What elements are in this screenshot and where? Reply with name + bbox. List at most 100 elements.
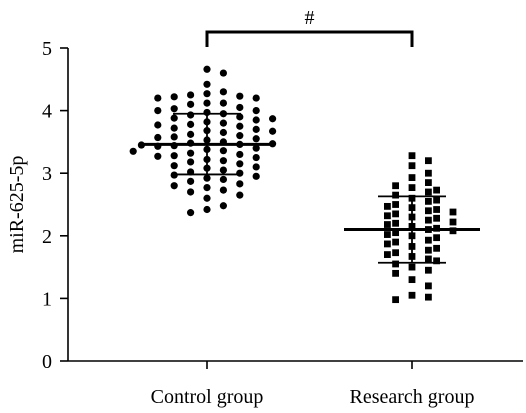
control-data-point bbox=[154, 107, 162, 115]
control-data-point bbox=[203, 205, 211, 214]
control-data-point bbox=[236, 113, 244, 121]
research-data-point bbox=[384, 251, 391, 258]
control-data-point bbox=[187, 111, 195, 119]
control-data-point bbox=[269, 115, 277, 123]
research-data-point bbox=[425, 266, 432, 274]
control-data-point bbox=[252, 94, 260, 102]
control-data-point bbox=[219, 175, 227, 184]
control-data-point bbox=[219, 166, 227, 174]
control-data-point bbox=[236, 169, 244, 177]
research-data-point bbox=[425, 293, 432, 301]
control-data-point bbox=[203, 194, 211, 202]
control-data-point bbox=[236, 160, 244, 168]
control-data-point bbox=[203, 80, 211, 88]
research-data-point bbox=[425, 282, 432, 290]
control-data-point bbox=[154, 121, 162, 129]
research-data-point bbox=[425, 157, 432, 165]
research-data-point bbox=[392, 210, 399, 218]
y-tick-label: 0 bbox=[42, 351, 52, 373]
data-marks bbox=[129, 65, 457, 304]
x-category-label: Control group bbox=[151, 386, 264, 408]
research-data-point bbox=[384, 202, 391, 210]
research-data-point bbox=[433, 234, 440, 242]
control-data-point bbox=[252, 144, 260, 152]
research-data-point bbox=[425, 236, 432, 244]
control-data-point bbox=[187, 177, 195, 185]
control-data-point bbox=[129, 147, 137, 155]
y-tick-label: 5 bbox=[42, 38, 52, 60]
research-data-point bbox=[425, 246, 432, 254]
control-data-point bbox=[219, 186, 227, 194]
control-data-point bbox=[187, 130, 195, 138]
research-data-point bbox=[433, 257, 440, 265]
control-data-point bbox=[154, 133, 162, 142]
research-data-point bbox=[384, 240, 391, 248]
control-data-point bbox=[187, 100, 195, 108]
research-data-point bbox=[425, 255, 432, 263]
research-data-point bbox=[408, 184, 416, 191]
control-data-point bbox=[252, 125, 260, 133]
research-data-point bbox=[384, 212, 391, 220]
control-data-point bbox=[219, 99, 227, 107]
control-data-point bbox=[219, 119, 227, 127]
significance-bracket-group: # bbox=[205, 7, 414, 47]
control-data-point bbox=[187, 91, 195, 99]
axes: 0 1 2 3 4 5 miR-625-5p Control group Research gr… bbox=[6, 38, 523, 408]
control-data-point bbox=[203, 174, 211, 182]
control-data-point bbox=[154, 94, 162, 102]
research-data-point bbox=[408, 291, 416, 299]
research-data-point bbox=[449, 218, 457, 226]
control-data-point bbox=[187, 209, 195, 217]
control-data-point bbox=[219, 128, 227, 137]
control-data-point bbox=[170, 105, 178, 113]
research-data-point bbox=[433, 244, 440, 252]
control-data-point bbox=[269, 127, 277, 135]
control-data-point bbox=[236, 132, 244, 140]
y-tick-label: 2 bbox=[42, 226, 52, 248]
control-data-point bbox=[236, 92, 244, 100]
y-axis-title: miR-625-5p bbox=[6, 156, 28, 254]
control-data-point bbox=[252, 116, 260, 124]
control-data-point bbox=[252, 172, 260, 180]
control-data-point bbox=[170, 182, 178, 190]
control-data-point bbox=[252, 135, 260, 143]
control-data-point bbox=[219, 88, 227, 96]
research-data-point bbox=[425, 188, 432, 196]
control-data-point bbox=[203, 90, 211, 98]
research-data-point bbox=[392, 191, 399, 199]
control-data-point bbox=[236, 103, 244, 112]
control-data-point bbox=[203, 99, 211, 107]
research-data-point bbox=[392, 229, 399, 237]
control-data-point bbox=[236, 180, 244, 188]
research-data-point bbox=[433, 214, 440, 222]
control-data-point bbox=[219, 147, 227, 155]
control-data-point bbox=[219, 157, 227, 165]
y-tick-label: 4 bbox=[42, 101, 52, 123]
research-data-point bbox=[392, 201, 399, 208]
control-data-point bbox=[170, 114, 178, 122]
research-data-point bbox=[392, 238, 399, 246]
control-data-point bbox=[252, 153, 260, 162]
control-data-point bbox=[203, 183, 211, 192]
research-data-point bbox=[433, 206, 440, 213]
y-tick-label: 3 bbox=[42, 163, 52, 185]
control-data-point bbox=[252, 107, 260, 115]
control-data-point bbox=[170, 93, 178, 101]
research-data-point bbox=[392, 182, 399, 190]
research-data-point bbox=[425, 207, 432, 215]
research-data-point bbox=[449, 208, 457, 216]
research-data-point bbox=[384, 221, 391, 228]
control-data-point bbox=[219, 69, 227, 77]
research-data-point bbox=[392, 260, 399, 268]
research-data-point bbox=[425, 169, 432, 177]
significance-bracket bbox=[205, 30, 414, 47]
research-data-point bbox=[408, 152, 416, 160]
research-data-point bbox=[425, 179, 432, 186]
research-data-point bbox=[425, 216, 432, 224]
control-data-point bbox=[187, 158, 195, 166]
research-data-point bbox=[384, 231, 391, 238]
control-data-point bbox=[170, 152, 178, 160]
control-data-point bbox=[187, 120, 195, 128]
control-data-point bbox=[187, 188, 195, 196]
